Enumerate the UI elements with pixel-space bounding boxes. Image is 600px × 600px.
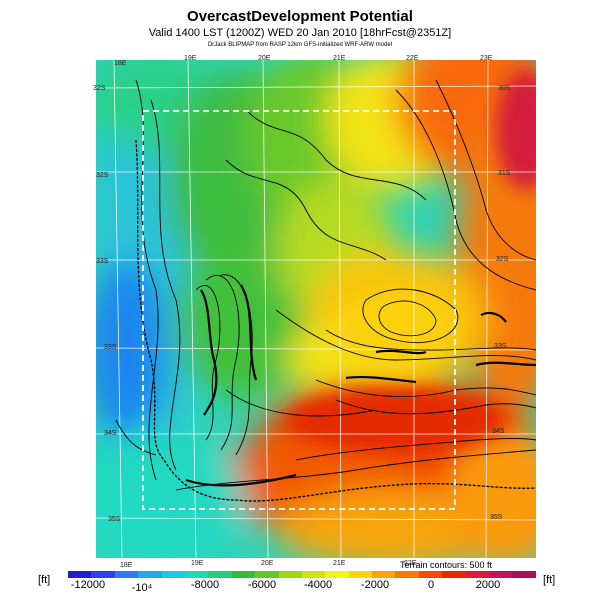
- overcast-field: [96, 60, 536, 558]
- lon-label-top: 23E: [480, 55, 493, 62]
- lat-label-left: 33S: [104, 344, 117, 351]
- lat-label-right: 30S: [498, 85, 511, 92]
- chart-title: OvercastDevelopment Potential: [187, 8, 413, 25]
- valid-time: Valid 1400 LST (1200Z) WED 20 Jan 2010 […: [148, 27, 452, 39]
- lon-label-top: 19E: [184, 55, 197, 62]
- colorbar-swatch: [348, 571, 373, 578]
- colorbar-swatch: [301, 571, 326, 578]
- colorbar-tick: 0: [427, 579, 435, 591]
- colorbar-tick: -8000: [190, 579, 220, 591]
- colorbar-swatch: [114, 571, 139, 578]
- colorbar-swatch: [161, 571, 185, 578]
- lat-label-left: 32S: [93, 85, 106, 92]
- forecast-map: [96, 60, 536, 558]
- inner-domain-box: [142, 110, 456, 510]
- lon-label-top: 20E: [258, 55, 271, 62]
- colorbar-swatch: [68, 571, 92, 578]
- lat-label-left: 34S: [104, 430, 117, 437]
- lat-label-right: 33S: [494, 343, 507, 350]
- colorbar-tick: -10⁴: [131, 582, 153, 594]
- unit-label-right: [ft]: [543, 574, 556, 586]
- colorbar-swatch: [489, 571, 513, 578]
- colorbar-swatch: [255, 571, 279, 578]
- colorbar-tick: -2000: [360, 579, 390, 591]
- colorbar-swatch: [208, 571, 232, 578]
- lon-label-bottom: 19E: [191, 560, 204, 567]
- lat-label-right: 31S: [498, 170, 511, 177]
- colorbar-swatch: [395, 571, 419, 578]
- unit-label-left: [ft]: [38, 574, 51, 586]
- lat-label-left: 33S: [96, 258, 109, 265]
- colorbar-swatch: [325, 571, 349, 578]
- lat-label-right: 32S: [496, 256, 509, 263]
- lat-label-left: 35S: [108, 516, 121, 523]
- model-credit: DrJack BLIPMAP from RASP 12km GFS-initia…: [207, 42, 393, 48]
- terrain-contours: [115, 79, 536, 491]
- lat-label-left: 32S: [96, 172, 109, 179]
- lon-label-bottom: 22E: [404, 560, 417, 567]
- colorbar-swatch: [91, 571, 115, 578]
- lon-label-top: 18E: [114, 60, 127, 67]
- colorbar-swatch: [465, 571, 490, 578]
- colorbar-tick: -4000: [303, 579, 333, 591]
- lat-label-right: 34S: [492, 428, 505, 435]
- colorbar-swatch: [442, 571, 466, 578]
- lon-label-top: 21E: [333, 55, 346, 62]
- colorbar-swatch: [418, 571, 443, 578]
- lat-label-right: 35S: [490, 514, 503, 521]
- coastline: [135, 139, 536, 502]
- colorbar-tick: -6000: [247, 579, 277, 591]
- lon-label-bottom: 21E: [333, 560, 346, 567]
- colorbar-swatch: [372, 571, 396, 578]
- terrain-contour-note: Terrain contours: 500 ft: [400, 560, 493, 570]
- lon-label-bottom: 18E: [120, 562, 133, 569]
- colorbar-tick: -12000: [70, 579, 106, 591]
- colorbar-swatch: [184, 571, 209, 578]
- colorbar-swatch: [278, 571, 302, 578]
- colorbar-swatch: [138, 571, 162, 578]
- colorbar-swatch: [512, 571, 536, 578]
- colorbar: [68, 571, 536, 578]
- colorbar-tick: 2000: [475, 579, 501, 591]
- lon-label-top: 22E: [406, 55, 419, 62]
- colorbar-swatch: [231, 571, 256, 578]
- lon-label-bottom: 20E: [261, 560, 274, 567]
